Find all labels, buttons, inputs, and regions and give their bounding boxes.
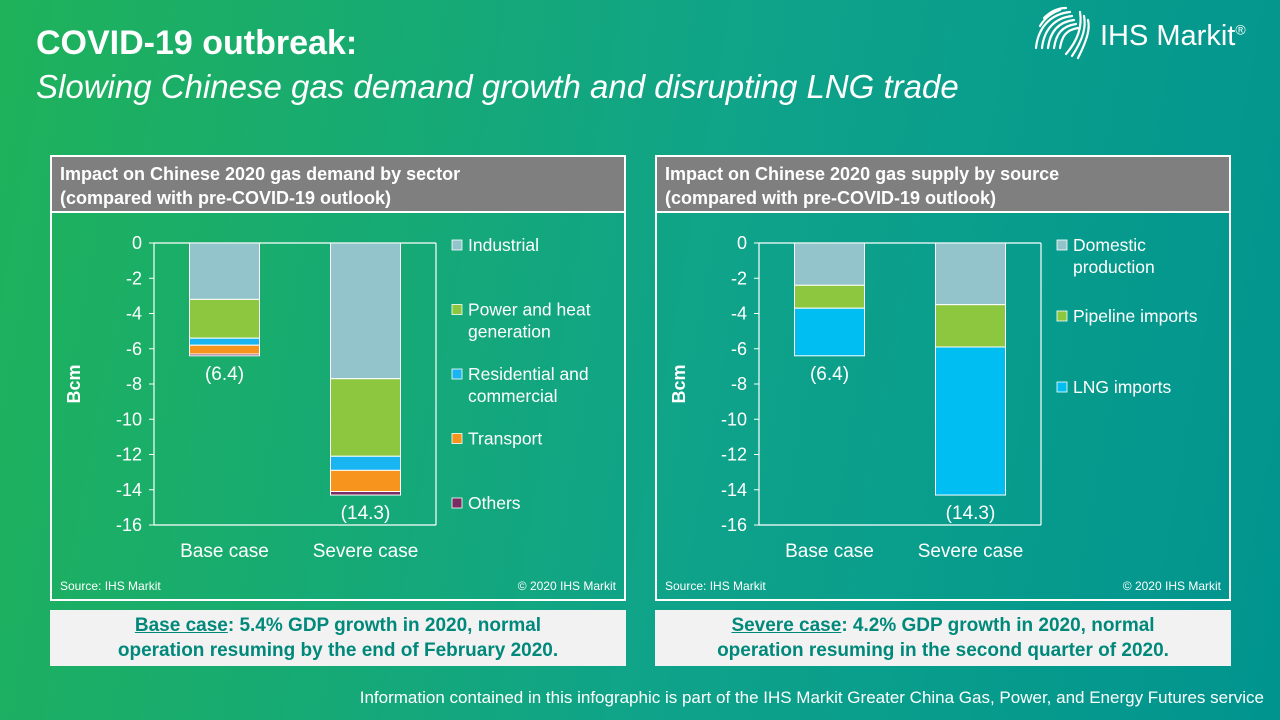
y-tick-label: 0 [737,233,747,253]
severe-case-line1: : 4.2% GDP growth in 2020, normal [841,615,1155,636]
bar-segment-0-0 [189,242,260,300]
base-case-note: Base case: 5.4% GDP growth in 2020, norm… [50,610,626,666]
legend-label-0-0: Industrial [468,235,539,255]
severe-case-label: Severe case [731,615,842,636]
legend-swatch-4 [451,497,463,509]
y-tick-label: -8 [126,374,142,394]
y-axis-title: Bcm [64,364,84,403]
bar-segment-0-2 [794,307,865,357]
total-label-1: (14.3) [341,503,391,524]
y-tick-label: -16 [721,515,747,535]
category-label-1: Severe case [313,541,419,562]
supply-chart-title-line2: (compared with pre-COVID-19 outlook) [665,188,997,208]
bar-segment-1-4 [330,491,401,496]
bar-segment-1-1 [935,304,1006,348]
demand-chart-header: Impact on Chinese 2020 gas demand by sec… [52,157,624,213]
legend-label-1-1: generation [468,322,551,342]
legend-label-2-1: commercial [468,386,557,406]
bar-segment-0-0 [794,242,865,286]
legend-label-2-0: Residential and [468,364,589,384]
legend-swatch-0 [451,239,463,251]
starburst-logo-icon [1034,6,1090,60]
y-tick-label: -10 [116,409,142,429]
demand-source: Source: IHS Markit [60,579,161,593]
y-tick-label: -16 [116,515,142,535]
y-tick-label: -12 [116,445,142,465]
legend-swatch-1 [1056,310,1068,322]
bar-segment-0-2 [189,337,260,346]
chart-axes: 0 -2 -4 -6 -8 -10 -12 -14 -16 Bcm [669,233,1042,535]
legend-swatch-0 [1056,239,1068,251]
base-case-line2: operation resuming by the end of Februar… [117,640,559,661]
legend-label-1-0: Pipeline imports [1073,306,1198,326]
legend-swatch-2 [1056,381,1068,393]
demand-chart-panel: Impact on Chinese 2020 gas demand by sec… [50,155,626,601]
legend-label-3-0: Transport [468,429,542,449]
demand-chart-title-line1: Impact on Chinese 2020 gas demand by sec… [60,164,461,184]
bar-segment-1-0 [330,242,401,380]
legend-swatch-3 [451,433,463,444]
base-case-line1: : 5.4% GDP growth in 2020, normal [227,615,542,636]
logo-text: IHS Markit® [1100,20,1246,52]
y-tick-label: -14 [116,480,142,500]
bar-segment-0-1 [189,298,260,339]
y-tick-label: -8 [731,374,747,394]
y-tick-label: -4 [731,304,747,324]
y-tick-label: 0 [132,233,142,253]
y-tick-label: -10 [721,409,747,429]
bar-segment-0-1 [794,284,865,309]
demand-chart-title-line2: (compared with pre-COVID-19 outlook) [60,188,392,208]
y-tick-label: -2 [731,268,747,288]
y-axis-title: Bcm [669,364,689,403]
y-tick-label: -2 [126,268,142,288]
legend-swatch-2 [451,368,463,380]
ihs-markit-logo: IHS Markit® [1030,4,1270,66]
y-tick-label: -4 [126,304,142,324]
legend-label-0-1: production [1073,257,1155,277]
bar-segment-1-0 [935,242,1006,306]
category-label-1: Severe case [918,541,1024,562]
base-case-label: Base case [134,615,228,636]
category-label-0: Base case [785,541,874,562]
page-title: COVID-19 outbreak: [36,24,358,62]
y-tick-label: -6 [731,339,747,359]
supply-source: Source: IHS Markit [665,579,766,593]
bar-segment-1-3 [330,469,401,493]
bar-segment-0-4 [189,353,260,357]
y-tick-label: -12 [721,445,747,465]
total-label-1: (14.3) [946,503,996,524]
supply-copyright: © 2020 IHS Markit [1122,579,1221,593]
supply-chart-title-line1: Impact on Chinese 2020 gas supply by sou… [665,164,1060,184]
supply-chart-header: Impact on Chinese 2020 gas supply by sou… [657,157,1229,213]
legend-label-0-0: Domestic [1073,235,1146,255]
category-label-0: Base case [180,541,269,562]
legend-label-4-0: Others [468,493,521,513]
severe-case-note: Severe case: 4.2% GDP growth in 2020, no… [655,610,1231,666]
total-label-0: (6.4) [205,364,244,385]
legend-label-1-0: Power and heat [468,300,591,320]
total-label-0: (6.4) [810,364,849,385]
bar-segment-0-3 [189,344,260,355]
supply-chart-panel: Impact on Chinese 2020 gas supply by sou… [655,155,1231,601]
demand-chart: 0 -2 -4 -6 -8 -10 -12 -14 -16 Bcm (6.4) Base case (1… [64,233,591,562]
severe-case-line2: operation resuming in the second quarter… [717,640,1169,661]
bar-segment-1-2 [935,346,1006,496]
legend-swatch-1 [451,304,463,315]
chart-axes: 0 -2 -4 -6 -8 -10 -12 -14 -16 Bcm [64,233,437,535]
legend-label-2-0: LNG imports [1073,377,1171,397]
y-tick-label: -6 [126,339,142,359]
footer-info: Information contained in this infographi… [359,688,1264,707]
bar-segment-1-1 [330,378,401,457]
demand-copyright: © 2020 IHS Markit [517,579,616,593]
supply-chart: 0 -2 -4 -6 -8 -10 -12 -14 -16 Bcm (6.4) Base case (1… [669,233,1198,562]
page-subtitle: Slowing Chinese gas demand growth and di… [36,68,959,105]
y-tick-label: -14 [721,480,747,500]
bar-segment-1-2 [330,455,401,471]
